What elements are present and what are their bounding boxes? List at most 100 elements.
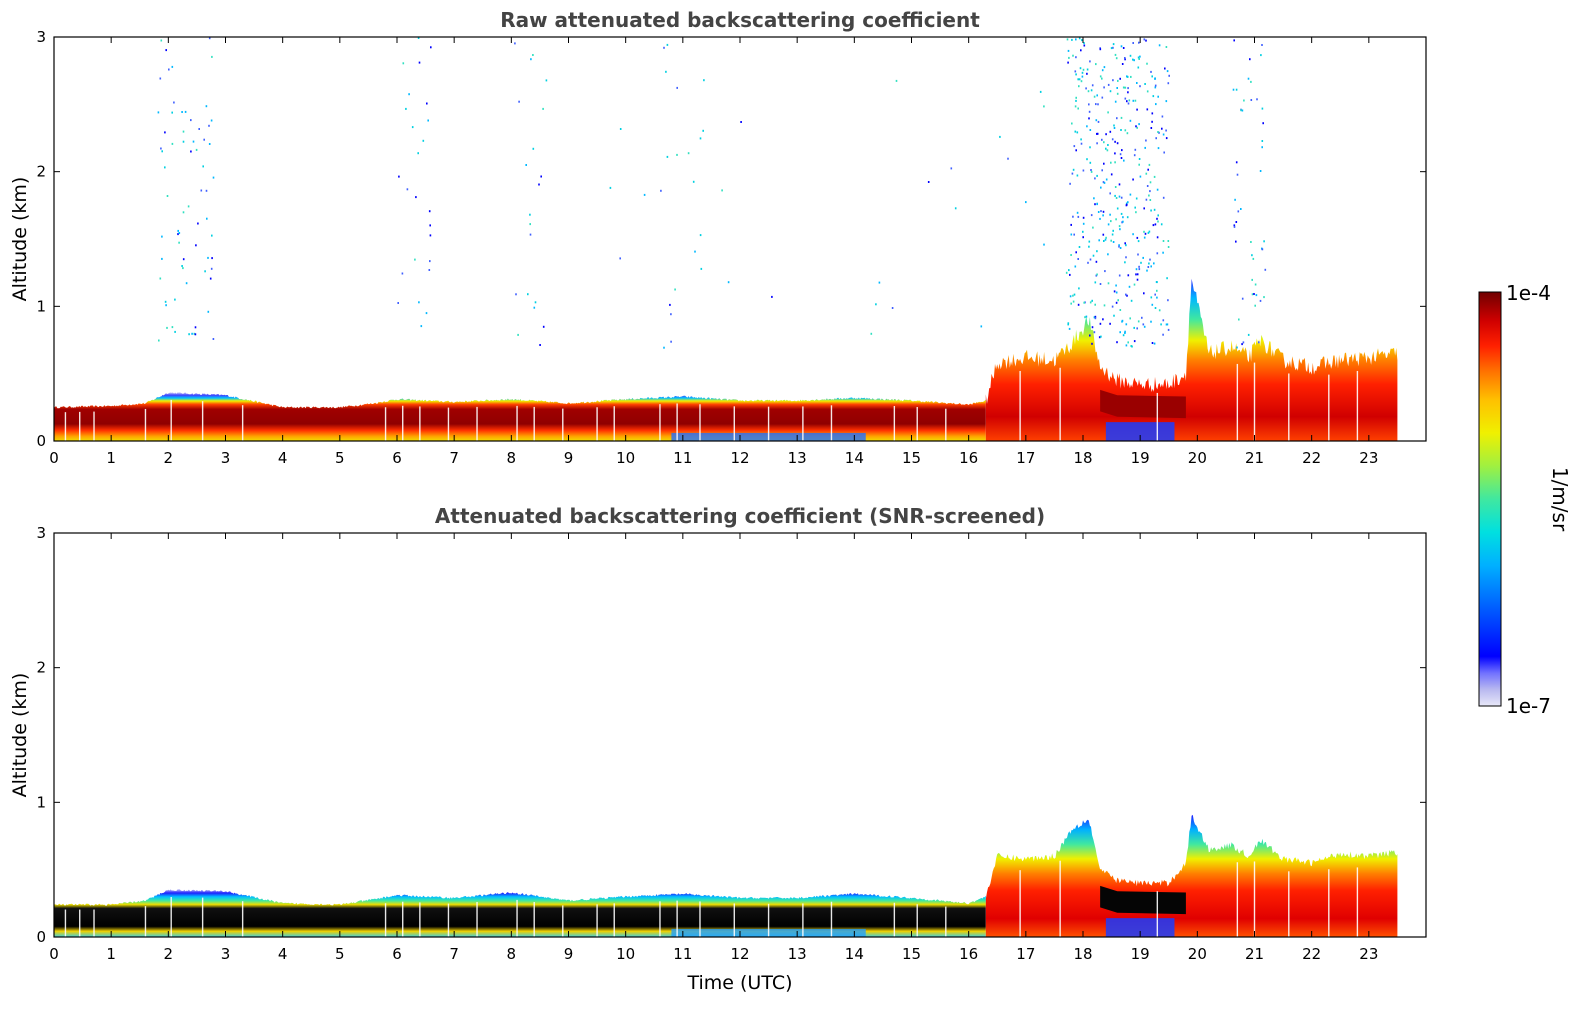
noise-speckle [1102, 214, 1104, 217]
noise-speckle [1138, 41, 1140, 44]
noise-speckle [1073, 145, 1076, 148]
noise-speckle [1113, 127, 1116, 129]
noise-speckle [1233, 224, 1236, 227]
noise-speckle [195, 148, 198, 151]
noise-speckle [1117, 79, 1119, 82]
noise-speckle [1096, 174, 1098, 177]
noise-speckle [182, 140, 185, 143]
noise-speckle [1077, 107, 1079, 110]
noise-speckle [414, 258, 416, 261]
noise-speckle [429, 234, 432, 237]
noise-speckle [1124, 242, 1126, 245]
noise-speckle [1124, 58, 1126, 61]
noise-speckle [1254, 283, 1257, 286]
noise-speckle [190, 119, 192, 122]
colorbar-scale [1478, 291, 1502, 707]
noise-speckle [1133, 326, 1135, 329]
noise-speckle [212, 338, 215, 340]
noise-speckle [195, 244, 197, 247]
x-tick-label: 2 [164, 945, 174, 963]
noise-speckle [1082, 169, 1085, 172]
noise-speckle [208, 143, 211, 145]
noise-speckle [1167, 240, 1170, 242]
noise-speckle [1166, 277, 1168, 280]
noise-speckle [1123, 159, 1125, 162]
noise-speckle [207, 310, 210, 313]
noise-speckle [1233, 39, 1235, 42]
x-tick-label: 18 [1073, 449, 1092, 467]
noise-speckle [157, 111, 160, 114]
noise-speckle [1155, 137, 1157, 140]
x-tick-label: 13 [788, 449, 807, 467]
noise-speckle [1158, 131, 1160, 134]
noise-speckle [1143, 207, 1145, 210]
screened-mixed-layer-late [985, 814, 1398, 937]
noise-speckle [415, 196, 417, 199]
screened-aerosol-layer-day [54, 889, 986, 937]
noise-speckle [1115, 284, 1117, 287]
screened-y-axis-label: Altitude (km) [9, 673, 31, 798]
noise-speckle [1065, 271, 1068, 274]
noise-speckle [1088, 240, 1091, 243]
noise-speckle [1147, 231, 1150, 234]
noise-speckle [540, 175, 542, 178]
noise-speckle [1069, 273, 1071, 276]
noise-speckle [184, 110, 187, 113]
colorbar-min-label: 1e-7 [1506, 694, 1551, 718]
noise-speckle [954, 207, 957, 210]
noise-speckle [1099, 75, 1102, 78]
noise-speckle [202, 165, 204, 168]
noise-speckle [771, 295, 773, 298]
noise-speckle [1112, 229, 1114, 232]
noise-speckle [1242, 341, 1245, 344]
noise-speckle [1111, 305, 1114, 308]
noise-speckle [397, 302, 399, 304]
noise-speckle [1105, 133, 1107, 136]
screened-panel-title: Attenuated backscattering coefficient (S… [435, 504, 1045, 528]
noise-speckle [1153, 208, 1156, 211]
x-tick-label: 20 [1188, 945, 1207, 963]
noise-speckle [1096, 203, 1098, 206]
x-tick-label: 1 [106, 449, 116, 467]
noise-speckle [1083, 42, 1085, 45]
noise-speckle [1088, 110, 1091, 113]
noise-speckle [1150, 296, 1153, 299]
noise-speckle [1133, 340, 1136, 343]
noise-speckle [1161, 127, 1163, 130]
noise-speckle [1136, 327, 1138, 330]
noise-speckle [1112, 46, 1114, 49]
noise-speckle [1151, 112, 1154, 115]
noise-speckle [1236, 173, 1239, 176]
noise-speckle [1095, 274, 1098, 277]
noise-speckle [402, 62, 405, 65]
noise-speckle [1075, 73, 1077, 76]
noise-speckle [1070, 302, 1072, 305]
noise-speckle [1240, 109, 1242, 112]
noise-speckle [700, 267, 703, 270]
noise-speckle [428, 210, 431, 213]
noise-speckle [699, 137, 702, 140]
noise-speckle [1151, 303, 1154, 306]
x-tick-label: 7 [449, 945, 459, 963]
noise-speckle [1125, 244, 1127, 247]
x-tick-label: 22 [1302, 945, 1321, 963]
noise-speckle [1094, 317, 1097, 320]
noise-speckle [210, 119, 213, 122]
noise-speckle [1110, 220, 1112, 223]
x-tick-label: 6 [392, 449, 402, 467]
noise-speckle [190, 150, 192, 153]
noise-speckle [1154, 86, 1157, 89]
noise-speckle [1085, 87, 1087, 90]
noise-speckle [529, 233, 532, 236]
noise-speckle [1087, 261, 1089, 264]
noise-speckle [1156, 217, 1158, 220]
noise-speckle [1105, 178, 1108, 181]
noise-speckle [1122, 220, 1124, 223]
noise-speckle [1097, 103, 1099, 106]
noise-speckle [1081, 39, 1083, 42]
noise-speckle [950, 167, 953, 170]
noise-speckle [1136, 236, 1139, 239]
noise-speckle [1158, 44, 1161, 47]
noise-speckle [174, 330, 176, 333]
noise-speckle [1098, 239, 1100, 242]
